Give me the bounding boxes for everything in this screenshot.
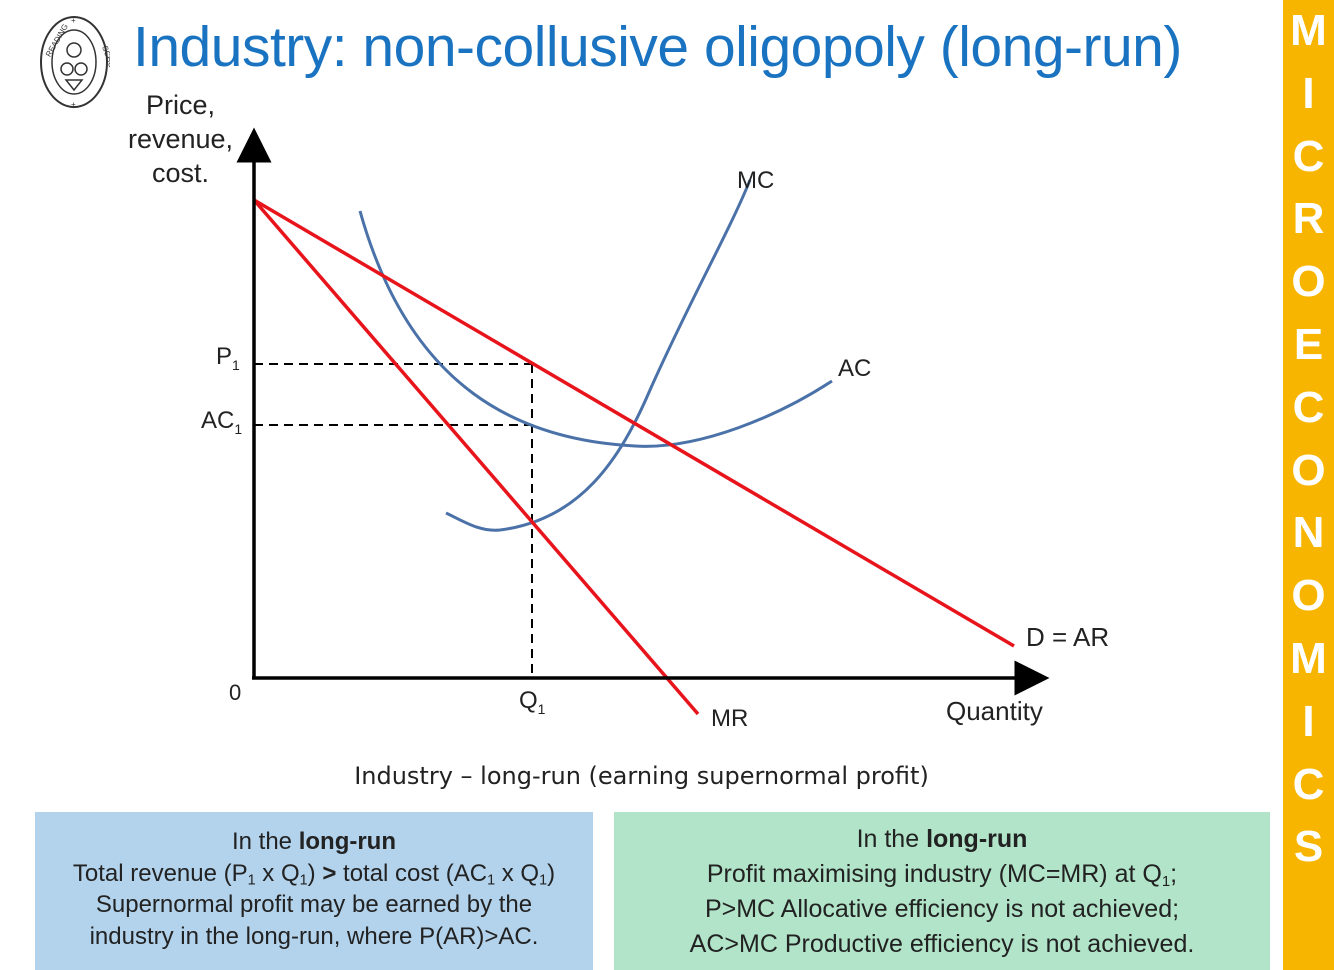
oligopoly-diagram: MC AC D = AR MR 0 Quantity Q1 P1 AC1	[201, 127, 1109, 732]
sidebar-letter: C	[1292, 759, 1325, 809]
svg-text:+: +	[71, 16, 76, 25]
sidebar-letter: O	[1291, 571, 1326, 621]
left-box-revenue-line: Total revenue (P1 x Q1) > total cost (AC…	[72, 859, 556, 889]
sidebar-letter: M	[1290, 633, 1327, 683]
x-axis-label: Quantity	[946, 696, 1043, 726]
right-box-allocative-line: P>MC Allocative efficiency is not achiev…	[704, 895, 1180, 923]
svg-text:+: +	[71, 100, 76, 109]
mc-curve	[445, 179, 752, 532]
demand-ar-line	[253, 198, 1015, 648]
sidebar-letter: I	[1302, 68, 1315, 118]
sidebar-letter: C	[1292, 382, 1325, 432]
mr-line	[252, 198, 700, 716]
page-title: Industry: non-collusive oligopoly (long-…	[133, 15, 1182, 79]
p1-label: P1	[216, 343, 240, 373]
demand-label: D = AR	[1026, 622, 1109, 652]
left-box-heading: In the long-run	[231, 828, 397, 855]
sidebar-letter: S	[1293, 822, 1324, 872]
reading-school-logo: READING SCHOOL + +	[40, 16, 110, 109]
long-run-revenue-box: In the long-run Total revenue (P1 x Q1) …	[35, 812, 593, 970]
ac-curve	[358, 210, 833, 448]
right-box-productive-line: AC>MC Productive efficiency is not achie…	[689, 930, 1195, 958]
origin-label: 0	[229, 680, 241, 705]
long-run-efficiency-box: In the long-run Profit maximising indust…	[614, 812, 1270, 970]
left-box-line-3: Supernormal profit may be earned by the	[95, 891, 533, 918]
sidebar-letter: O	[1291, 257, 1326, 307]
right-box-profit-line: Profit maximising industry (MC=MR) at Q1…	[706, 860, 1178, 890]
mc-label: MC	[737, 167, 774, 194]
microeconomics-sidebar: M I C R O E C O N O M I C S	[1283, 0, 1334, 970]
sidebar-letter: E	[1293, 319, 1324, 369]
ac-label: AC	[838, 355, 871, 382]
q1-label: Q1	[519, 687, 546, 717]
y-axis-label: Price, revenue, cost.	[127, 90, 234, 188]
sidebar-letter: N	[1292, 508, 1325, 558]
mr-label: MR	[711, 705, 748, 732]
left-box-line-4: industry in the long-run, where P(AR)>AC…	[89, 922, 539, 950]
sidebar-letter: C	[1292, 131, 1325, 181]
right-box-heading: In the long-run	[856, 825, 1028, 853]
sidebar-letter: M	[1290, 6, 1327, 55]
sidebar-letter: I	[1302, 696, 1315, 746]
diagram-caption: Industry – long-run (earning supernormal…	[354, 762, 929, 790]
ac1-label: AC1	[201, 407, 242, 437]
sidebar-letter: R	[1292, 194, 1325, 244]
sidebar-letter: O	[1291, 445, 1326, 495]
